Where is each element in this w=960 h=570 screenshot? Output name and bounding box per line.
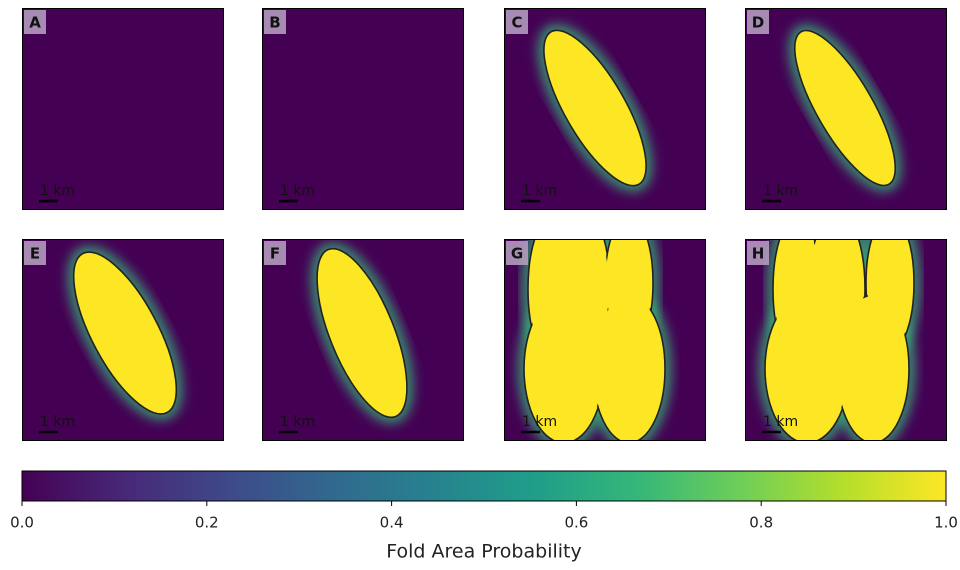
colorbar-label: Fold Area Probability [386,541,581,563]
panel-frame [504,239,706,441]
panel-label-box [264,10,286,34]
panel-label: B [269,14,280,32]
scale-bar-label: 1 km [280,183,315,199]
scale-bar-label: 1 km [40,414,75,430]
panel-label-box [747,241,769,265]
panel-content [262,8,464,210]
panel-frame [504,8,706,210]
panel-label: D [752,14,764,32]
panel-label-box [747,10,769,34]
panel-content [262,239,464,441]
panel-content [22,239,224,441]
scale-bar-label: 1 km [763,414,798,430]
panel-frame [22,8,224,210]
panel-background [262,8,464,210]
scale-bar-label: 1 km [280,414,315,430]
panel: H 1 km [745,239,947,441]
panel-content [22,8,224,210]
panel-label: E [30,245,40,263]
panel-label: H [752,245,765,263]
fold-area [75,253,175,413]
fold-area [545,31,645,185]
panel-frame [745,8,947,210]
panel: C 1 km [504,8,706,210]
colorbar [21,470,947,502]
tick-label: 0.8 [749,514,773,532]
fold-area [318,250,406,416]
panel-background [22,8,224,210]
panel-content [745,8,947,210]
panel-label: G [511,245,523,263]
panel: B 1 km [262,8,464,210]
panel-content [504,8,706,210]
panel-label: F [270,245,280,263]
panel: A 1 km [22,8,224,210]
fold-area [838,296,908,441]
tick-label: 1.0 [934,514,958,532]
panel: F 1 km [262,239,464,441]
fold-area [766,296,848,441]
panel-frame [262,8,464,210]
panel-content [504,239,706,441]
panel: E 1 km [22,239,224,441]
scale-bar-label: 1 km [40,183,75,199]
scale-bar-label: 1 km [522,414,557,430]
panel-label-box [24,10,46,34]
fold-area [796,31,894,185]
fold-area [525,296,603,441]
tick-label: 0.2 [195,514,219,532]
panel: D 1 km [745,8,947,210]
panel-label: C [511,14,522,32]
tick-label: 0.4 [380,514,404,532]
panel-label-box [506,10,528,34]
panel-content [745,239,947,441]
scale-bar-label: 1 km [763,183,798,199]
tick-label: 0.6 [564,514,588,532]
panel-frame [745,239,947,441]
panel-frame [262,239,464,441]
panel-label: A [29,14,41,32]
fold-area [594,296,664,441]
tick-label: 0.0 [10,514,34,532]
panel: G 1 km [504,239,706,441]
panel-frame [22,239,224,441]
panel-label-box [264,241,286,265]
panel-label-box [506,241,528,265]
scale-bar-label: 1 km [522,183,557,199]
panel-label-box [24,241,46,265]
